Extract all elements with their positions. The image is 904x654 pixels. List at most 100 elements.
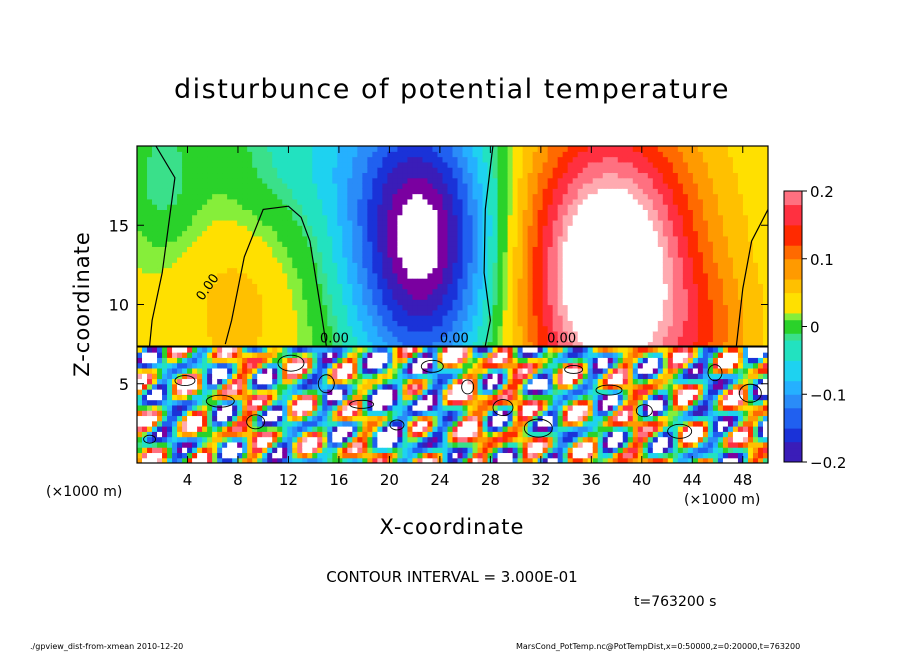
field-cell bbox=[487, 346, 494, 353]
field-cell bbox=[342, 256, 348, 263]
field-cell bbox=[407, 373, 414, 380]
field-cell bbox=[252, 256, 258, 263]
field-cell bbox=[187, 394, 193, 401]
field-cell bbox=[487, 352, 494, 358]
field-cell bbox=[142, 278, 148, 284]
field-cell bbox=[322, 441, 328, 448]
field-cell bbox=[522, 336, 529, 343]
field-cell bbox=[482, 167, 489, 174]
field-cell bbox=[147, 426, 153, 432]
field-cell bbox=[547, 230, 554, 237]
field-cell bbox=[422, 230, 429, 237]
field-cell bbox=[157, 198, 163, 205]
field-cell bbox=[202, 161, 208, 168]
field-cell bbox=[162, 304, 168, 311]
field-cell bbox=[457, 357, 464, 364]
field-cell bbox=[437, 288, 444, 295]
field-cell bbox=[477, 299, 484, 306]
field-cell bbox=[402, 341, 409, 348]
field-cell bbox=[377, 193, 383, 200]
field-cell bbox=[352, 336, 358, 343]
field-cell bbox=[197, 156, 203, 163]
field-cell bbox=[242, 325, 248, 332]
field-cell bbox=[312, 431, 318, 438]
field-cell bbox=[352, 151, 358, 158]
field-cell bbox=[502, 441, 509, 448]
field-cell bbox=[147, 304, 153, 311]
field-cell bbox=[372, 204, 378, 210]
field-cell bbox=[227, 172, 233, 179]
field-cell bbox=[462, 336, 469, 343]
field-cell bbox=[277, 447, 283, 454]
field-cell bbox=[197, 352, 203, 358]
field-cell bbox=[192, 320, 198, 327]
field-cell bbox=[157, 225, 163, 232]
field-cell bbox=[247, 214, 253, 221]
field-cell bbox=[212, 267, 218, 274]
field-cell bbox=[512, 167, 519, 174]
field-cell bbox=[447, 172, 454, 179]
field-cell bbox=[527, 352, 534, 358]
field-cell bbox=[212, 241, 218, 247]
field-cell bbox=[542, 346, 549, 353]
field-cell bbox=[387, 404, 394, 411]
field-cell bbox=[202, 214, 208, 221]
field-cell bbox=[467, 441, 474, 448]
field-cell bbox=[362, 336, 368, 343]
field-cell bbox=[362, 426, 368, 432]
field-cell bbox=[267, 182, 273, 189]
field-cell bbox=[302, 198, 308, 205]
field-cell bbox=[337, 389, 343, 395]
field-cell bbox=[367, 352, 373, 358]
field-cell bbox=[222, 367, 228, 374]
field-cell bbox=[492, 161, 499, 168]
field-cell bbox=[152, 367, 158, 374]
field-cell bbox=[462, 235, 469, 242]
field-cell bbox=[512, 262, 519, 269]
field-cell bbox=[547, 457, 554, 463]
field-cell bbox=[307, 389, 313, 395]
field-cell bbox=[317, 193, 323, 200]
field-cell bbox=[202, 383, 208, 390]
field-cell bbox=[477, 441, 484, 448]
field-cell bbox=[357, 225, 363, 232]
field-cell bbox=[542, 256, 549, 263]
field-cell bbox=[397, 362, 404, 369]
field-cell bbox=[392, 241, 399, 247]
field-cell bbox=[387, 193, 394, 200]
field-cell bbox=[362, 225, 368, 232]
field-cell bbox=[442, 256, 449, 263]
field-cell bbox=[257, 241, 263, 247]
field-cell bbox=[222, 346, 228, 353]
field-cell bbox=[532, 246, 539, 253]
field-cell bbox=[462, 415, 469, 422]
field-cell bbox=[447, 198, 454, 205]
field-cell bbox=[517, 320, 524, 327]
field-cell bbox=[367, 341, 373, 348]
field-cell bbox=[227, 373, 233, 380]
field-cell bbox=[222, 447, 228, 454]
field-cell bbox=[327, 352, 333, 358]
field-cell bbox=[527, 188, 534, 195]
field-cell bbox=[167, 235, 173, 242]
field-cell bbox=[512, 330, 519, 337]
field-cell bbox=[457, 320, 464, 327]
field-cell bbox=[322, 431, 328, 438]
field-cell bbox=[152, 167, 158, 174]
field-cell bbox=[302, 251, 308, 258]
field-cell bbox=[487, 198, 494, 205]
field-cell bbox=[442, 251, 449, 258]
field-cell bbox=[512, 404, 519, 411]
field-cell bbox=[537, 436, 544, 443]
field-cell bbox=[192, 325, 198, 332]
field-cell bbox=[412, 383, 419, 390]
field-cell bbox=[227, 441, 233, 448]
field-cell bbox=[267, 235, 273, 242]
field-cell bbox=[362, 193, 368, 200]
field-cell bbox=[172, 457, 178, 463]
field-cell bbox=[227, 151, 233, 158]
field-cell bbox=[182, 225, 188, 232]
field-cell bbox=[542, 426, 549, 432]
field-cell bbox=[257, 230, 263, 237]
field-cell bbox=[412, 209, 419, 216]
